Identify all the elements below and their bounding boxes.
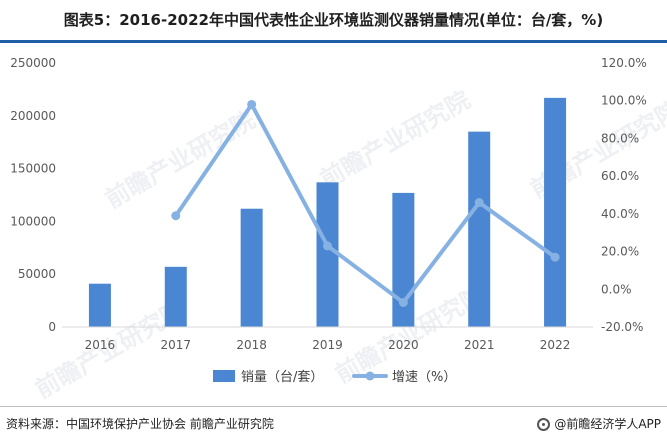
y-right-tick-label: 40.0% [601, 207, 639, 221]
bar [240, 208, 263, 327]
y-left-tick-label: 250000 [10, 56, 56, 70]
brand-logo-icon [537, 417, 551, 431]
legend-label-line: 增速（%） [392, 370, 456, 385]
title-rule [0, 40, 667, 43]
growth-point [323, 241, 332, 251]
x-tick-label: 2017 [161, 338, 192, 352]
growth-line [173, 102, 558, 305]
y-right-tick-label: 60.0% [601, 169, 639, 183]
y-left-tick-label: 150000 [10, 162, 56, 176]
legend-swatch-bar [213, 370, 235, 382]
y-right-tick-label: 0.0% [601, 282, 632, 296]
chart-canvas: 0 50000 100000 150000 200000 250000 -20.0% 0.0… [10, 56, 647, 385]
y-right-tick-label: 120.0% [601, 56, 647, 70]
brand-credit: @前瞻经济学人APP [537, 412, 661, 436]
legend-label-bar: 销量（台/套） [241, 369, 323, 385]
growth-point [247, 99, 257, 109]
x-tick-label: 2016 [85, 338, 116, 352]
y-right-tick-label: -20.0% [601, 320, 643, 334]
source-note: 资料来源：中国环境保护产业协会 前瞻产业研究院 [6, 417, 274, 431]
bar [544, 97, 567, 328]
growth-point [550, 252, 560, 262]
legend-swatch-point [365, 371, 375, 381]
bar [88, 283, 111, 327]
growth-point [171, 211, 181, 221]
y-left-tick-label: 0 [48, 320, 56, 334]
chart-title: 图表5：2016-2022年中国代表性企业环境监测仪器销量情况(单位：台/套，%… [63, 11, 604, 29]
y-left-tick-label: 200000 [10, 109, 56, 123]
y-left-tick-label: 100000 [10, 214, 56, 228]
bar [316, 182, 339, 327]
brand-label: @前瞻经济学人APP [554, 417, 661, 431]
x-tick-label: 2021 [464, 338, 495, 352]
footer-rule [0, 406, 667, 407]
x-tick-label: 2018 [236, 338, 267, 352]
x-tick-label: 2019 [312, 338, 343, 352]
bar [468, 131, 491, 327]
x-tick-label: 2020 [388, 338, 419, 352]
y-right-tick-label: 20.0% [601, 245, 639, 259]
y-left-tick-label: 50000 [18, 267, 56, 281]
bar [164, 266, 187, 327]
x-tick-label: 2022 [540, 338, 571, 352]
growth-point [398, 297, 408, 307]
y-right-tick-label: 80.0% [601, 131, 639, 145]
growth-point [474, 198, 484, 208]
y-right-tick-label: 100.0% [601, 94, 647, 108]
